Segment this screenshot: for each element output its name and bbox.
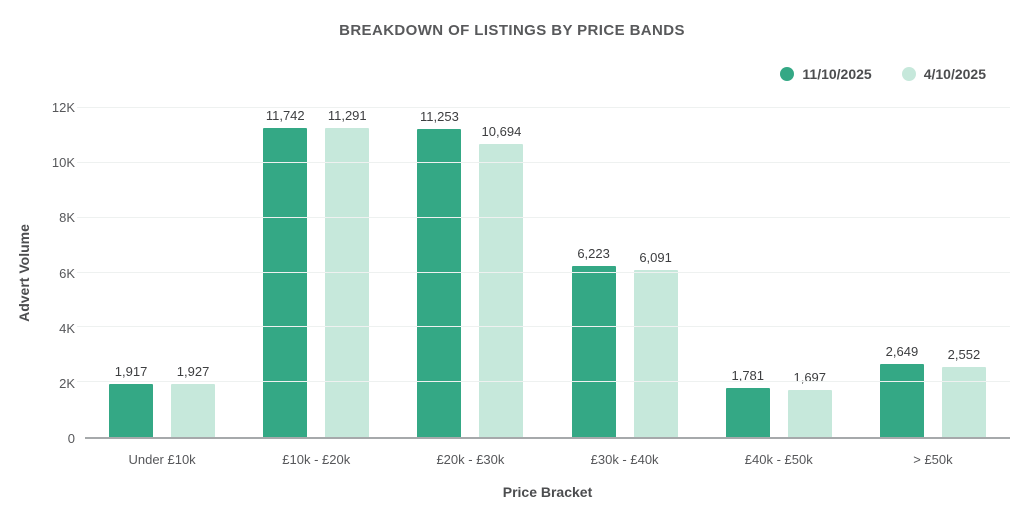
y-axis-tick-label: 12K xyxy=(51,100,75,115)
x-axis-tick-label: £20k - £30k xyxy=(436,452,505,467)
bar-value-label: 2,649 xyxy=(885,344,919,360)
gridline xyxy=(77,216,1010,218)
legend-item-series-2: 4/10/2025 xyxy=(901,66,986,82)
bar-value-label: 1,917 xyxy=(114,364,148,380)
legend-dot-icon xyxy=(780,67,795,81)
bar-value-label: 1,927 xyxy=(176,364,210,380)
x-axis-tick-label: Under £10k xyxy=(128,452,196,467)
legend: 11/10/2025 4/10/2025 xyxy=(780,66,986,82)
legend-item-series-1: 11/10/2025 xyxy=(780,66,872,82)
bar xyxy=(417,128,462,437)
bar-value-label: 6,223 xyxy=(577,246,610,262)
bar-value-label: 1,781 xyxy=(731,368,765,384)
x-axis-title: Price Bracket xyxy=(502,484,593,500)
bar-group: 1,781 1,697 xyxy=(702,108,856,437)
bar-value-label: 2,552 xyxy=(947,347,981,363)
bar-value-label: 10,694 xyxy=(481,123,522,139)
y-axis-tick-label: 0 xyxy=(67,431,75,446)
bar xyxy=(879,364,924,437)
bar xyxy=(633,270,678,437)
bar xyxy=(787,390,832,437)
bar-column: 11,742 xyxy=(263,108,308,437)
bar-groups: 1,917 1,927 11,742 11,291 11,253 10,694 6,223 6… xyxy=(85,108,1010,437)
bar-value-label: 6,091 xyxy=(639,250,672,265)
bar xyxy=(263,128,308,437)
bar-column: 6,091 xyxy=(633,108,678,437)
legend-dot-icon xyxy=(901,67,916,81)
bar xyxy=(725,388,770,437)
bar xyxy=(109,384,154,437)
gridline xyxy=(77,326,1010,328)
chart-title: BREAKDOWN OF LISTINGS BY PRICE BANDS xyxy=(339,22,685,39)
bar-column: 2,552 xyxy=(941,108,986,437)
x-axis-tick-labels: Under £10k £10k - £20k £20k - £30k £30k - £… xyxy=(85,452,1010,467)
x-axis-tick-label: £40k - £50k xyxy=(744,452,813,467)
plot-area: 1,917 1,927 11,742 11,291 11,253 10,694 6,223 6… xyxy=(77,107,1010,439)
bar-value-label: 11,253 xyxy=(420,108,459,124)
y-axis-tick-label: 10K xyxy=(51,155,75,171)
bar-column: 1,927 xyxy=(171,108,216,437)
x-axis-tick-label: £10k - £20k xyxy=(282,452,351,467)
bar-column: 11,291 xyxy=(325,108,370,437)
y-axis-tick-label: 8K xyxy=(59,210,75,226)
gridline xyxy=(77,271,1010,273)
bar-group: 2,649 2,552 xyxy=(856,108,1010,437)
bar-value-label: 11,291 xyxy=(327,108,367,123)
y-axis-tick-label: 4K xyxy=(59,320,75,336)
bar xyxy=(479,143,524,437)
bar-column: 1,697 xyxy=(787,108,832,437)
x-axis-tick-label: > £50k xyxy=(913,452,953,467)
y-axis-tick-label: 2K xyxy=(59,375,75,391)
legend-label: 4/10/2025 xyxy=(923,66,986,82)
y-axis-tick-label: 6K xyxy=(59,265,75,281)
bar xyxy=(941,367,986,437)
bar-value-label: 11,742 xyxy=(265,108,305,123)
bar-group: 11,742 11,291 xyxy=(239,108,393,437)
legend-label: 11/10/2025 xyxy=(802,66,872,82)
bar-column: 6,223 xyxy=(571,108,616,437)
gridline xyxy=(77,107,1010,108)
bar-column: 1,917 xyxy=(109,108,154,437)
bar-group: 1,917 1,927 xyxy=(85,108,239,437)
bar xyxy=(571,266,616,437)
x-axis-tick-label: £30k - £40k xyxy=(590,452,659,467)
bar-column: 1,781 xyxy=(725,108,770,437)
bar-group: 6,223 6,091 xyxy=(548,108,702,437)
bar-column: 10,694 xyxy=(479,108,524,437)
gridline xyxy=(77,381,1010,383)
bar xyxy=(171,384,216,437)
gridline xyxy=(77,161,1010,163)
bar-column: 2,649 xyxy=(879,108,924,437)
bar xyxy=(325,128,370,437)
bar-group: 11,253 10,694 xyxy=(393,108,547,437)
bar-value-label: 1,697 xyxy=(793,370,827,386)
bar-column: 11,253 xyxy=(417,108,462,437)
